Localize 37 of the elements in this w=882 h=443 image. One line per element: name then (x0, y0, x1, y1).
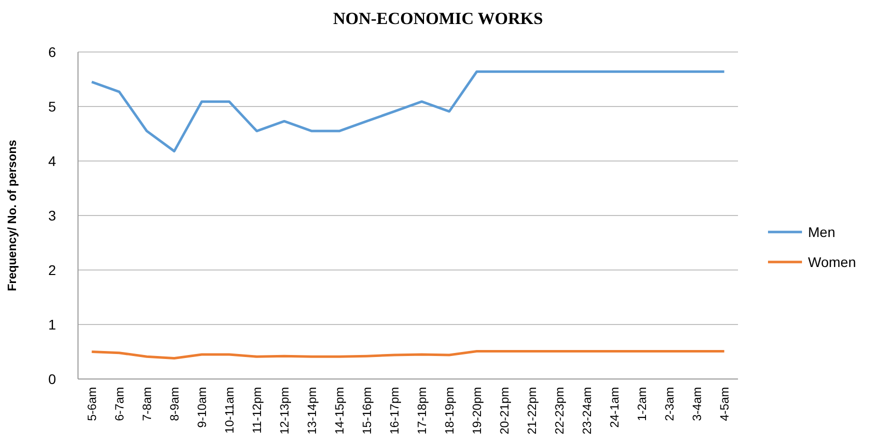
x-tick-label: 7-8am (140, 387, 154, 422)
x-tick-label: 20-21pm (497, 387, 512, 434)
y-tick-label: 6 (48, 44, 56, 60)
x-tick-label: 13-14pm (304, 387, 319, 434)
x-tick-label: 15-16pm (360, 387, 374, 434)
x-tick-label: 5-6am (84, 387, 99, 422)
x-tick-label: 16-17pm (387, 387, 402, 434)
x-tick-label: 24-1am (607, 386, 622, 428)
x-tick-label: 3-4am (690, 387, 704, 422)
x-tick-label: 10-11am (222, 387, 236, 434)
legend-label: Men (808, 224, 836, 240)
x-tick-label: 23-24am (580, 387, 594, 434)
x-tick-label: 22-23pm (552, 387, 566, 434)
x-tick-label: 12-13pm (277, 387, 292, 434)
x-tick-label: 1-2am (634, 387, 649, 422)
legend-label: Women (808, 254, 856, 270)
x-tick-label: 4-5am (717, 387, 732, 422)
y-tick-label: 5 (48, 98, 56, 114)
y-axis-title: Frequency/ No. of persons (5, 139, 19, 292)
x-tick-label: 6-7am (112, 387, 126, 422)
line-series (90, 70, 726, 152)
y-tick-label: 0 (48, 370, 56, 387)
x-tick-label: 17-18pm (414, 387, 429, 434)
x-tick-label: 11-12pm (250, 387, 264, 434)
x-tick-label: 18-19pm (442, 387, 456, 434)
x-tick-label: 8-9am (167, 387, 182, 422)
y-tick-label: 1 (48, 316, 56, 332)
line-series (90, 350, 726, 360)
y-tick-label: 3 (48, 207, 56, 224)
x-tick-label: 21-22pm (524, 387, 539, 434)
y-tick-label: 2 (48, 262, 56, 278)
chart-title: NON-ECONOMIC WORKS (333, 9, 543, 28)
x-tick-label: 19-20pm (470, 387, 484, 434)
y-tick-label: 4 (48, 152, 56, 169)
x-tick-label: 2-3am (662, 387, 676, 422)
x-tick-label: 14-15pm (332, 387, 346, 434)
x-tick-label: 9-10am (194, 386, 209, 428)
